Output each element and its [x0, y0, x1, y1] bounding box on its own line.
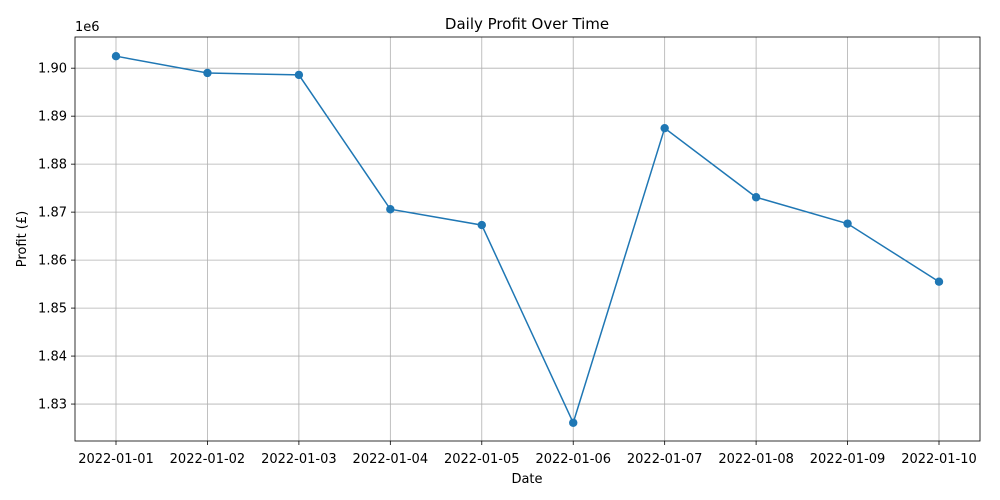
series-layer	[111, 51, 944, 427]
data-point	[934, 277, 944, 286]
x-tick-label: 2022-01-04	[353, 452, 429, 467]
data-point	[294, 70, 304, 80]
data-point	[203, 68, 212, 78]
x-tick-label: 2022-01-03	[261, 452, 337, 467]
x-tick-label: 2022-01-10	[901, 452, 977, 467]
data-point	[386, 205, 395, 214]
y-tick-label: 1.87	[38, 206, 67, 221]
x-tick-label: 2022-01-09	[810, 452, 886, 467]
y-axis: 1.83 1.84 1.85 1.86 1.87 1.88 1.89 1.90	[38, 62, 75, 413]
y-tick-label: 1.83	[38, 398, 67, 413]
x-tick-label: 2022-01-02	[170, 452, 246, 467]
y-tick-label: 1.86	[38, 254, 67, 269]
x-axis: 2022-01-01 2022-01-02 2022-01-03 2022-01-04…	[78, 441, 977, 467]
data-point	[660, 123, 669, 133]
series-line	[115, 55, 940, 425]
data-point	[751, 193, 761, 202]
y-tick-label: 1.88	[38, 158, 67, 173]
y-tick-label: 1.84	[38, 350, 67, 365]
data-point	[477, 220, 486, 230]
y-axis-label: Profit (£)	[15, 211, 30, 267]
x-tick-label: 2022-01-06	[535, 452, 611, 467]
data-point	[111, 51, 121, 61]
x-tick-label: 2022-01-08	[718, 452, 794, 467]
x-tick-label: 2022-01-01	[78, 452, 154, 467]
y-offset-label: 1e6	[75, 20, 100, 35]
y-tick-label: 1.89	[38, 110, 67, 125]
data-point	[843, 219, 852, 228]
x-axis-label: Date	[511, 472, 542, 487]
grid-layer	[75, 37, 980, 441]
x-tick-label: 2022-01-05	[444, 452, 520, 467]
x-tick-label: 2022-01-07	[627, 452, 703, 467]
data-point	[569, 418, 578, 427]
y-tick-label: 1.85	[38, 302, 67, 317]
chart-title: Daily Profit Over Time	[445, 15, 609, 33]
plot-frame	[74, 36, 981, 442]
y-tick-label: 1.90	[38, 62, 67, 77]
